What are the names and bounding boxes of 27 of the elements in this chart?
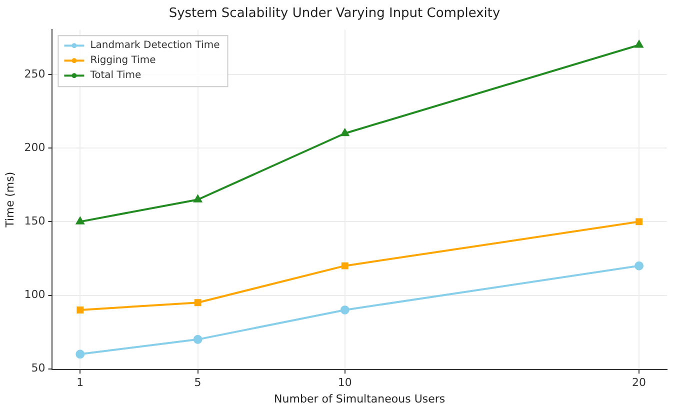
- x-axis-title: Number of Simultaneous Users: [274, 392, 446, 406]
- y-tick-label: 100: [24, 288, 46, 302]
- chart-title: System Scalability Under Varying Input Complexity: [168, 6, 500, 22]
- point: [76, 306, 84, 314]
- point: [634, 261, 644, 270]
- point: [76, 217, 84, 224]
- point: [193, 334, 202, 344]
- y-tick-label: 50: [31, 362, 46, 375]
- legend-label: Rigging Time: [90, 55, 156, 66]
- point: [194, 299, 202, 306]
- y-tick-label: 250: [24, 67, 46, 80]
- point: [341, 262, 348, 270]
- y-axis-title: Time (ms): [3, 172, 16, 228]
- y-tick-label: 200: [24, 140, 46, 154]
- x-tick-label: 5: [194, 376, 202, 390]
- y-tick-label: 150: [24, 214, 46, 228]
- point: [635, 40, 644, 48]
- point: [194, 195, 202, 202]
- point: [340, 128, 349, 136]
- point: [636, 218, 643, 226]
- legend-label: Total Time: [89, 70, 142, 82]
- x-tick-label: 10: [338, 376, 352, 390]
- legend-label: Landmark Detection Time: [90, 40, 220, 52]
- x-tick-label: 20: [632, 376, 646, 390]
- point: [76, 350, 85, 359]
- point: [340, 305, 350, 314]
- x-tick-label: 1: [76, 376, 84, 390]
